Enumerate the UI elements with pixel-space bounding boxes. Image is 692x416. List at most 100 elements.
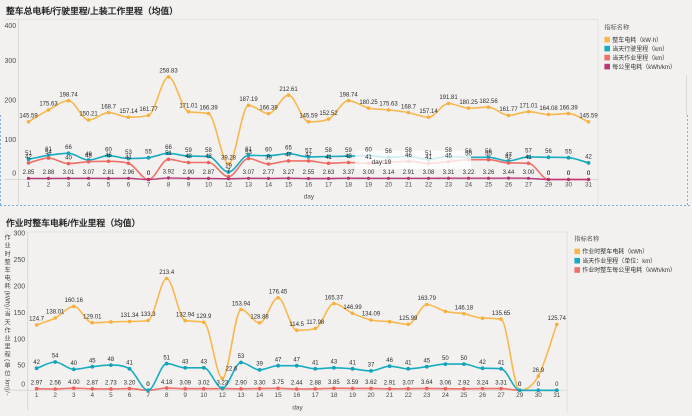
svg-text:4: 4 [87, 182, 91, 189]
svg-text:指标名称: 指标名称 [604, 23, 629, 31]
svg-text:40: 40 [70, 361, 77, 367]
svg-text:180.25: 180.25 [459, 100, 478, 106]
svg-text:59: 59 [185, 148, 192, 154]
svg-text:16: 16 [305, 182, 313, 189]
svg-text:58: 58 [405, 148, 412, 154]
svg-text:2.90: 2.90 [235, 381, 247, 387]
svg-text:146.18: 146.18 [455, 305, 474, 311]
svg-text:2: 2 [53, 392, 57, 399]
svg-text:39: 39 [265, 156, 272, 162]
svg-text:2.44: 2.44 [291, 381, 303, 387]
svg-text:132.94: 132.94 [176, 312, 195, 318]
svg-text:2.73: 2.73 [105, 381, 117, 387]
svg-text:0: 0 [518, 382, 522, 388]
svg-text:134.09: 134.09 [362, 312, 381, 318]
svg-text:42: 42 [33, 360, 40, 366]
svg-text:9: 9 [183, 392, 187, 399]
svg-text:145.59: 145.59 [579, 114, 598, 120]
svg-text:单: 单 [5, 362, 11, 370]
svg-text:31: 31 [553, 392, 561, 399]
svg-text:27: 27 [525, 182, 533, 189]
svg-text:30: 30 [535, 392, 543, 399]
svg-text:/: / [3, 308, 10, 310]
svg-text:37: 37 [368, 363, 375, 369]
svg-text:0: 0 [12, 171, 16, 178]
svg-text:18: 18 [345, 182, 353, 189]
svg-text:125.99: 125.99 [399, 316, 418, 322]
svg-text:3.07: 3.07 [402, 380, 414, 386]
svg-text:200: 200 [14, 284, 26, 291]
svg-text:2.63: 2.63 [323, 170, 335, 176]
svg-text:53: 53 [125, 150, 132, 156]
svg-text:168.7: 168.7 [101, 104, 117, 110]
svg-text:0: 0 [146, 382, 150, 388]
svg-text:2.97: 2.97 [31, 380, 43, 386]
svg-text:3.00: 3.00 [523, 170, 535, 176]
svg-text:4: 4 [91, 392, 95, 399]
svg-text:19: 19 [365, 182, 373, 189]
svg-text:41: 41 [365, 155, 372, 161]
svg-text:3.31: 3.31 [443, 170, 455, 176]
svg-text:163.79: 163.79 [418, 296, 437, 302]
svg-text:每公里电耗（kWh/km）: 每公里电耗（kWh/km） [612, 63, 676, 71]
svg-text:39.28: 39.28 [221, 156, 237, 162]
svg-text:157.14: 157.14 [419, 109, 438, 115]
svg-text:176.45: 176.45 [269, 290, 288, 296]
svg-text:2: 2 [47, 182, 51, 189]
svg-text:191.81: 191.81 [439, 95, 458, 101]
svg-text:45: 45 [85, 153, 92, 159]
svg-text:43: 43 [182, 360, 189, 366]
svg-text:152.52: 152.52 [319, 111, 338, 117]
svg-text:58: 58 [445, 148, 452, 154]
svg-text:3.14: 3.14 [383, 170, 395, 176]
svg-text:400: 400 [5, 23, 17, 30]
svg-text:当天行驶里程（km）: 当天行驶里程（km） [612, 45, 668, 53]
svg-text:24: 24 [442, 392, 450, 399]
svg-text:187.19: 187.19 [239, 97, 258, 103]
svg-text:业: 业 [5, 242, 11, 250]
svg-text:49: 49 [85, 152, 92, 158]
svg-text:135.65: 135.65 [492, 311, 511, 317]
svg-text:3.37: 3.37 [343, 170, 355, 176]
svg-text:2.77: 2.77 [263, 170, 275, 176]
svg-text:23: 23 [445, 182, 453, 189]
svg-text:7: 7 [146, 392, 150, 399]
svg-text:2.91: 2.91 [384, 381, 396, 387]
svg-text:3: 3 [72, 392, 76, 399]
svg-text:5: 5 [107, 182, 111, 189]
svg-text:/: / [3, 391, 10, 393]
svg-text:153.94: 153.94 [232, 301, 251, 307]
svg-text:整车电耗（kW·h）: 整车电耗（kW·h） [612, 36, 662, 44]
svg-text:作: 作 [5, 234, 11, 242]
svg-text:42: 42 [479, 360, 486, 366]
svg-text:59: 59 [345, 148, 352, 154]
svg-text:3.22: 3.22 [463, 170, 475, 176]
svg-text:27: 27 [498, 392, 506, 399]
svg-text:3.02: 3.02 [198, 380, 210, 386]
svg-text:46: 46 [105, 153, 112, 159]
svg-text:300: 300 [5, 58, 17, 65]
svg-text:250: 250 [14, 257, 26, 264]
svg-text:164.08: 164.08 [539, 106, 558, 112]
svg-text:131.34: 131.34 [120, 313, 139, 319]
svg-text::km): :km) [3, 378, 10, 390]
svg-text:180.25: 180.25 [359, 100, 378, 106]
svg-text:2.90: 2.90 [183, 170, 195, 176]
svg-text:9: 9 [187, 182, 191, 189]
svg-text:54: 54 [52, 354, 59, 360]
svg-text:160.16: 160.16 [65, 298, 84, 304]
svg-text:26: 26 [479, 392, 487, 399]
svg-text:3.44: 3.44 [503, 170, 515, 176]
svg-text:50: 50 [461, 356, 468, 362]
svg-text:48: 48 [108, 357, 115, 363]
svg-text:125.74: 125.74 [548, 316, 567, 322]
svg-text:61: 61 [245, 147, 252, 153]
svg-text:3.62: 3.62 [365, 380, 377, 386]
svg-text:138.01: 138.01 [46, 310, 65, 316]
svg-text:耗: 耗 [5, 282, 11, 290]
svg-text:300: 300 [14, 231, 26, 238]
svg-text:55: 55 [565, 149, 572, 155]
svg-text:60: 60 [265, 147, 272, 153]
svg-text:166.39: 166.39 [559, 105, 578, 111]
svg-text:3.06: 3.06 [440, 380, 452, 386]
